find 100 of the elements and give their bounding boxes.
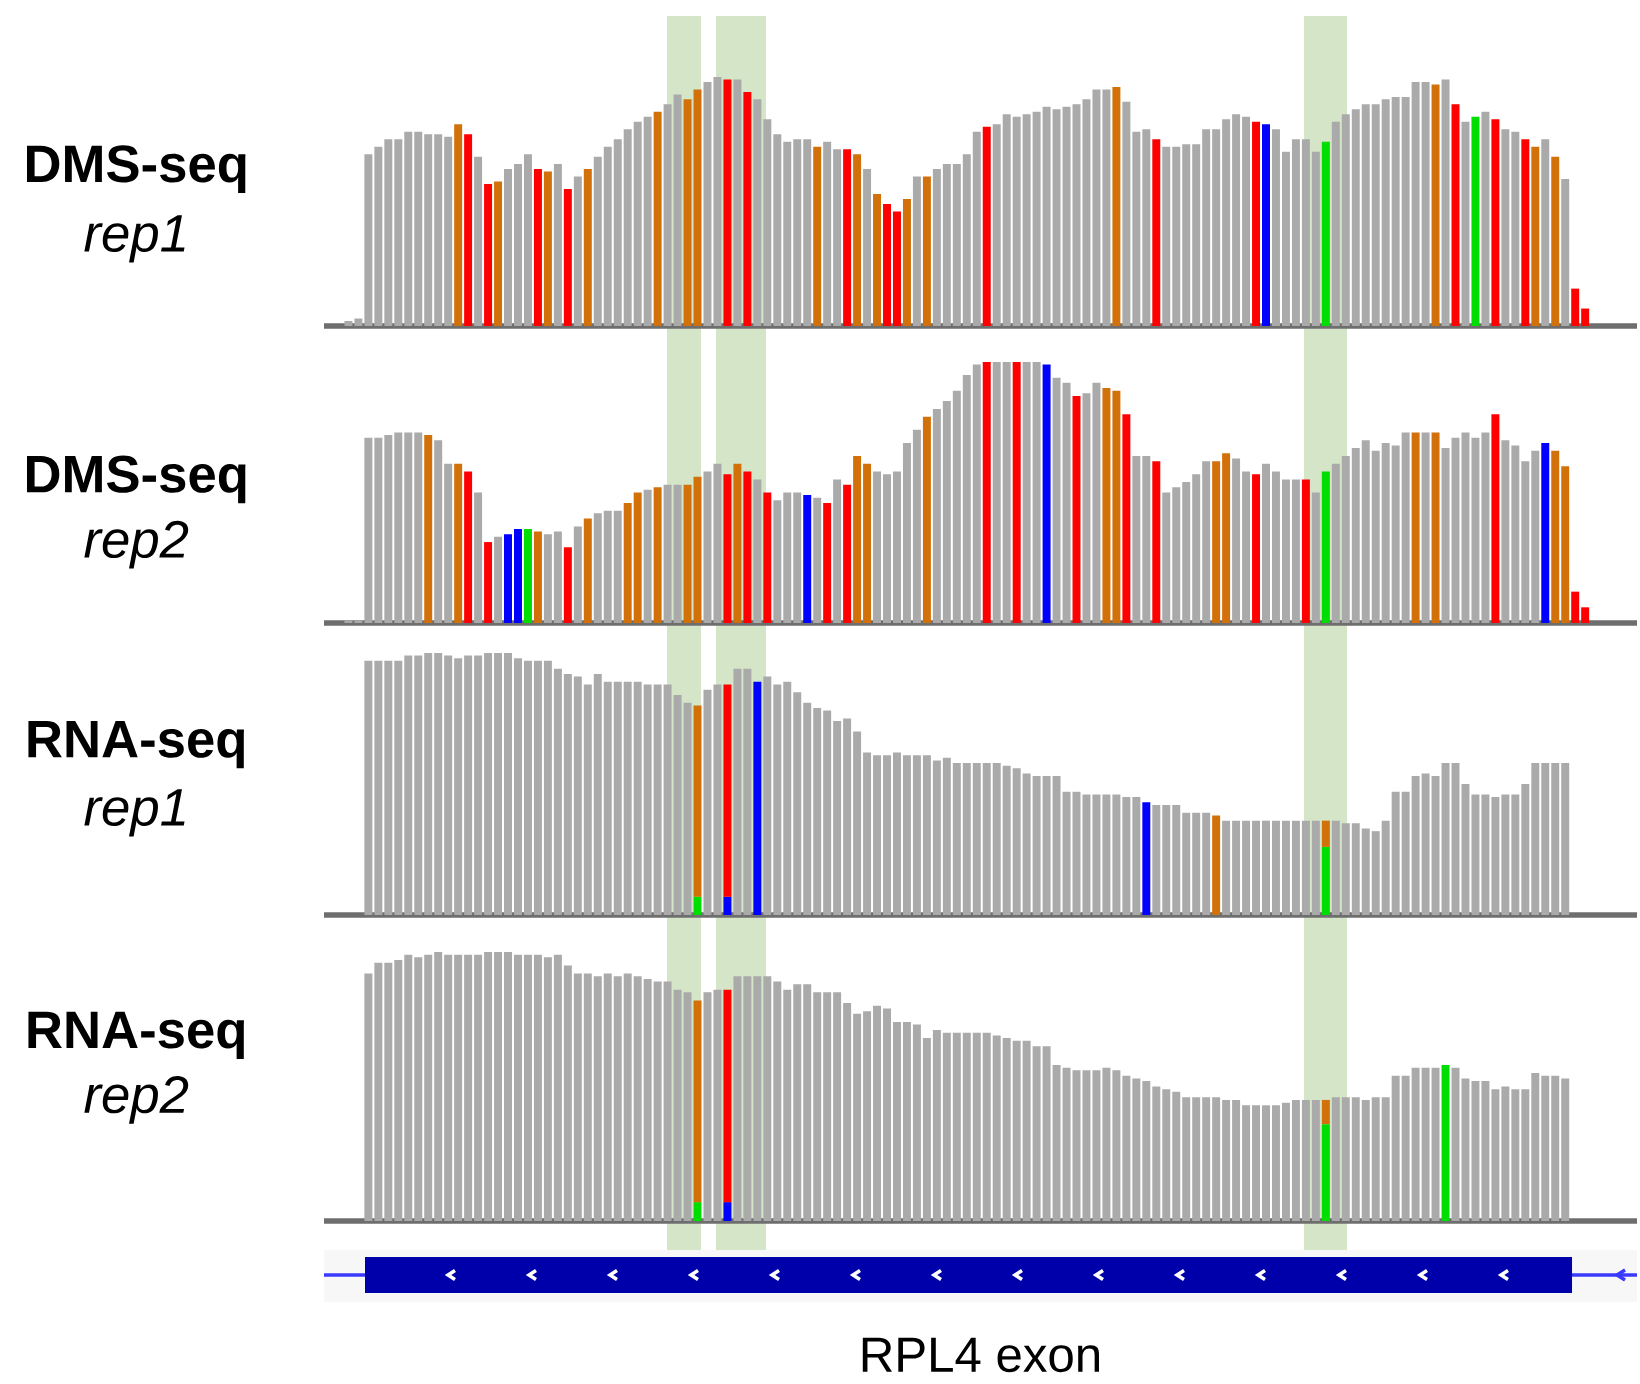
bar xyxy=(474,492,483,623)
bar xyxy=(653,487,662,623)
bar xyxy=(982,126,991,326)
bar xyxy=(833,479,842,623)
bar xyxy=(1341,1097,1350,1221)
bar xyxy=(1032,361,1041,623)
bar xyxy=(773,134,782,326)
bar xyxy=(643,489,652,623)
bar xyxy=(643,116,652,326)
bar xyxy=(853,455,862,623)
bar xyxy=(374,962,383,1221)
bar xyxy=(723,989,732,1203)
bar xyxy=(1351,823,1360,915)
bar xyxy=(883,474,891,623)
bar xyxy=(434,951,443,1221)
bar xyxy=(1351,448,1360,623)
bar xyxy=(384,962,393,1221)
bar xyxy=(703,471,712,623)
bar xyxy=(1321,1124,1330,1221)
bar xyxy=(1052,776,1061,915)
bar xyxy=(972,763,981,915)
bar xyxy=(992,763,1001,915)
bar xyxy=(494,536,503,623)
bar xyxy=(803,702,812,915)
bar xyxy=(434,652,443,915)
bar xyxy=(533,660,542,915)
bar xyxy=(623,502,632,623)
text: rep2 xyxy=(84,1076,189,1124)
bar xyxy=(1281,1102,1290,1221)
bar xyxy=(1461,121,1470,326)
bar xyxy=(454,124,463,326)
bar xyxy=(1351,109,1360,326)
bar xyxy=(633,681,642,915)
bar xyxy=(753,681,762,915)
bar xyxy=(902,442,911,623)
bar xyxy=(1331,463,1340,623)
bar xyxy=(1551,763,1560,915)
bar xyxy=(514,954,522,1221)
bar xyxy=(1561,179,1570,326)
bar xyxy=(424,134,433,326)
bar xyxy=(1511,445,1520,623)
bar xyxy=(803,984,812,1221)
bar xyxy=(723,474,732,623)
bar xyxy=(733,976,742,1221)
bar xyxy=(464,134,473,326)
bar xyxy=(663,104,672,326)
bar xyxy=(1301,1099,1310,1221)
text: RNA-seq xyxy=(28,1011,244,1059)
bar xyxy=(962,763,971,915)
bar xyxy=(1252,121,1261,326)
bar xyxy=(464,954,473,1221)
bar xyxy=(942,757,951,915)
bar xyxy=(573,676,582,915)
bar xyxy=(1162,804,1171,915)
bar xyxy=(1002,114,1011,326)
bar xyxy=(883,1008,891,1221)
bar xyxy=(1262,124,1270,326)
bar xyxy=(663,981,672,1221)
bar xyxy=(813,497,822,623)
bar xyxy=(1501,794,1510,915)
bar xyxy=(1122,1075,1131,1221)
bar xyxy=(1501,1086,1510,1221)
bar xyxy=(1491,119,1500,326)
bar xyxy=(853,1013,862,1221)
bar xyxy=(952,164,961,326)
bar xyxy=(1032,111,1041,326)
bar xyxy=(683,484,692,623)
bar xyxy=(364,660,373,915)
bar xyxy=(972,1032,981,1221)
bar xyxy=(823,992,832,1221)
bar xyxy=(902,198,911,326)
bar xyxy=(553,531,562,623)
bar xyxy=(962,154,971,326)
bar xyxy=(1311,820,1320,915)
bar xyxy=(1511,131,1520,326)
bar xyxy=(813,708,822,915)
bar xyxy=(603,510,612,623)
bar xyxy=(424,954,433,1221)
bar xyxy=(1122,414,1131,623)
bar xyxy=(853,731,862,915)
bar xyxy=(454,463,463,623)
bar xyxy=(1371,1097,1380,1221)
bar xyxy=(1192,812,1201,915)
bar xyxy=(1262,1105,1270,1221)
bar xyxy=(1481,432,1490,623)
bar xyxy=(1501,440,1510,623)
bar xyxy=(1182,1097,1191,1221)
bar xyxy=(613,976,622,1221)
bar xyxy=(873,755,882,915)
bar xyxy=(1481,794,1490,915)
bar xyxy=(404,432,413,623)
bar xyxy=(1132,1078,1141,1221)
bar xyxy=(1032,1046,1041,1221)
bar xyxy=(1431,1067,1440,1221)
bar xyxy=(543,957,552,1221)
bar xyxy=(713,76,722,326)
bar xyxy=(1012,768,1021,915)
bar xyxy=(1252,474,1261,623)
bar xyxy=(504,951,512,1221)
bar xyxy=(1182,812,1191,915)
